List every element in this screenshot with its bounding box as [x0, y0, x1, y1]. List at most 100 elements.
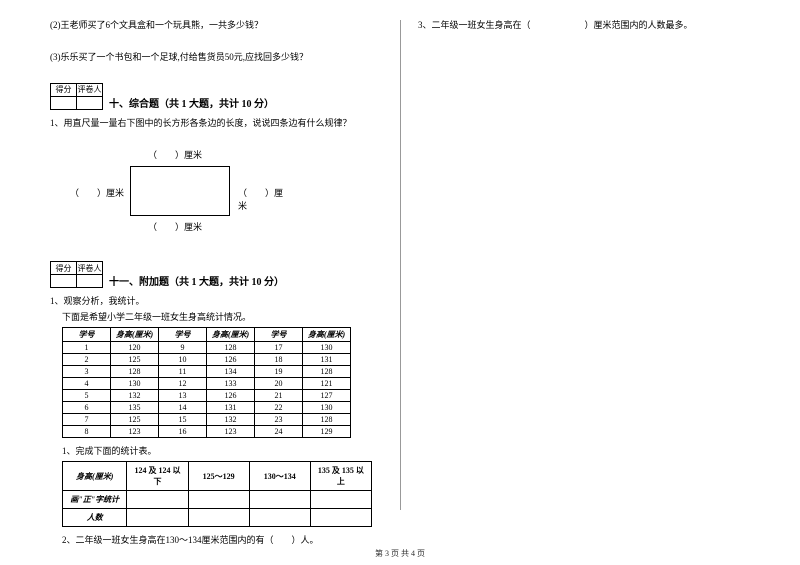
- table-cell: 133: [207, 378, 255, 390]
- table-cell: 129: [303, 426, 351, 438]
- table-cell: 7: [63, 414, 111, 426]
- height-data-table: 学号 身高(厘米) 学号 身高(厘米) 学号 身高(厘米) 1120912817…: [62, 327, 351, 438]
- table-cell: 130: [111, 378, 159, 390]
- sum-h0: 身高(厘米): [63, 462, 127, 491]
- score-box-11: 得分 评卷人 十一、附加题（共 1 大题，共计 10 分）: [50, 261, 372, 288]
- sum-c4: 135 及 135 以上: [310, 462, 371, 491]
- score-cell: 得分: [51, 262, 77, 275]
- table-cell: 1: [63, 342, 111, 354]
- table-row: 61351413122130: [63, 402, 351, 414]
- right-q3: 3、二年级一班女生身高在（ ）厘米范围内的人数最多。: [418, 18, 772, 32]
- grader-blank: [77, 275, 103, 288]
- section-10-q1: 1、用直尺量一量右下图中的长方形各条边的长度，说说四条边有什么规律？: [50, 116, 372, 130]
- table-cell: 130: [303, 342, 351, 354]
- table-cell: 2: [63, 354, 111, 366]
- section-11-q1: 1、观察分析，我统计。: [50, 294, 372, 307]
- table-row: 41301213320121: [63, 378, 351, 390]
- rect-label-bottom: （ ）厘米: [148, 220, 202, 233]
- table-cell: 3: [63, 366, 111, 378]
- table-cell: 128: [111, 366, 159, 378]
- rect-label-left: （ ）厘米: [70, 186, 124, 199]
- table-cell: 23: [255, 414, 303, 426]
- section-11-sub: 下面是希望小学二年级一班女生身高统计情况。: [62, 310, 372, 323]
- table-cell: 127: [303, 390, 351, 402]
- table-cell: 130: [303, 402, 351, 414]
- th: 身高(厘米): [111, 328, 159, 342]
- sum-blank: [188, 491, 249, 509]
- table-cell: 4: [63, 378, 111, 390]
- section-11-title: 十一、附加题（共 1 大题，共计 10 分）: [109, 273, 284, 288]
- table-header-row: 学号 身高(厘米) 学号 身高(厘米) 学号 身高(厘米): [63, 328, 351, 342]
- table-cell: 6: [63, 402, 111, 414]
- table-cell: 131: [303, 354, 351, 366]
- table-cell: 16: [159, 426, 207, 438]
- table-row: 71251513223128: [63, 414, 351, 426]
- table-cell: 132: [207, 414, 255, 426]
- th: 学号: [63, 328, 111, 342]
- summary-table: 身高(厘米) 124 及 124 以下 125～129 130～134 135 …: [62, 461, 372, 527]
- score-cell: 得分: [51, 83, 77, 96]
- th: 学号: [159, 328, 207, 342]
- grader-cell: 评卷人: [77, 83, 103, 96]
- table-cell: 24: [255, 426, 303, 438]
- table-cell: 131: [207, 402, 255, 414]
- table-cell: 14: [159, 402, 207, 414]
- table-cell: 21: [255, 390, 303, 402]
- table-cell: 123: [111, 426, 159, 438]
- question-3: (3)乐乐买了一个书包和一个足球,付给售货员50元,应找回多少钱？: [50, 50, 372, 64]
- table-cell: 132: [111, 390, 159, 402]
- grader-cell: 评卷人: [77, 262, 103, 275]
- table-cell: 134: [207, 366, 255, 378]
- table-cell: 135: [111, 402, 159, 414]
- score-box-10: 得分 评卷人 十、综合题（共 1 大题，共计 10 分）: [50, 83, 372, 110]
- sum-blank: [310, 509, 371, 527]
- rect-label-right: （ ）厘米: [238, 186, 290, 212]
- table-cell: 18: [255, 354, 303, 366]
- table-cell: 5: [63, 390, 111, 402]
- rectangle-shape: [130, 166, 230, 216]
- table-cell: 11: [159, 366, 207, 378]
- page-footer: 第 3 页 共 4 页: [0, 548, 800, 559]
- table-cell: 10: [159, 354, 207, 366]
- table-cell: 22: [255, 402, 303, 414]
- left-column: (2)王老师买了6个文具盒和一个玩具熊，一共多少钱？ (3)乐乐买了一个书包和一…: [0, 0, 400, 540]
- rectangle-diagram: （ ）厘米 （ ）厘米 （ ）厘米 （ ）厘米: [70, 148, 290, 243]
- table-cell: 19: [255, 366, 303, 378]
- table-cell: 125: [111, 414, 159, 426]
- table-cell: 125: [111, 354, 159, 366]
- th: 身高(厘米): [303, 328, 351, 342]
- table-row: 81231612324129: [63, 426, 351, 438]
- section-10-title: 十、综合题（共 1 大题，共计 10 分）: [109, 95, 274, 110]
- table-cell: 9: [159, 342, 207, 354]
- question-2: (2)王老师买了6个文具盒和一个玩具熊，一共多少钱？: [50, 18, 372, 32]
- table-cell: 128: [303, 366, 351, 378]
- table-cell: 121: [303, 378, 351, 390]
- grader-blank: [77, 96, 103, 109]
- table-cell: 17: [255, 342, 303, 354]
- table-row: 21251012618131: [63, 354, 351, 366]
- right-column: 3、二年级一班女生身高在（ ）厘米范围内的人数最多。: [400, 0, 800, 540]
- table-cell: 13: [159, 390, 207, 402]
- sum-blank: [249, 491, 310, 509]
- table-cell: 20: [255, 378, 303, 390]
- rect-label-top: （ ）厘米: [148, 148, 202, 161]
- sum-r1: 画"正"字统计: [63, 491, 127, 509]
- score-blank: [51, 275, 77, 288]
- summary-q2: 2、二年级一班女生身高在130～134厘米范围内的有（ ）人。: [62, 533, 372, 546]
- table-cell: 15: [159, 414, 207, 426]
- sum-c1: 124 及 124 以下: [127, 462, 188, 491]
- table-cell: 126: [207, 390, 255, 402]
- table-row: 51321312621127: [63, 390, 351, 402]
- table-cell: 8: [63, 426, 111, 438]
- th: 学号: [255, 328, 303, 342]
- sum-r2: 人数: [63, 509, 127, 527]
- table-row: 31281113419128: [63, 366, 351, 378]
- sum-blank: [127, 509, 188, 527]
- table-row: 1120912817130: [63, 342, 351, 354]
- sum-blank: [127, 491, 188, 509]
- sum-c2: 125～129: [188, 462, 249, 491]
- sum-blank: [249, 509, 310, 527]
- th: 身高(厘米): [207, 328, 255, 342]
- table-cell: 128: [303, 414, 351, 426]
- table-cell: 120: [111, 342, 159, 354]
